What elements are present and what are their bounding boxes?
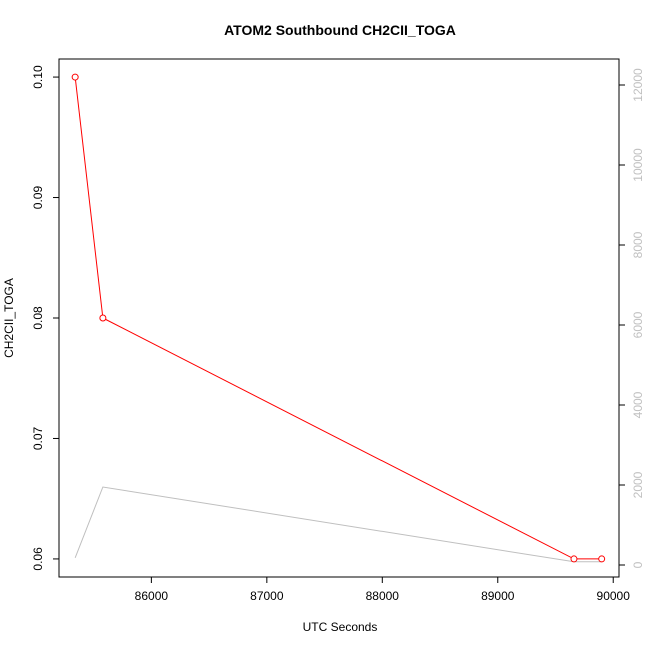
y2-tick-label: 10000 <box>631 148 645 182</box>
y2-tick-label: 8000 <box>631 231 645 258</box>
y2-tick-label: 6000 <box>631 311 645 338</box>
y-tick-label: 0.07 <box>31 426 45 450</box>
y-tick-label: 0.08 <box>31 306 45 330</box>
data-point <box>570 555 578 563</box>
chart-title: ATOM2 Southbound CH2CII_TOGA <box>224 22 456 38</box>
y-tick-label: 0.10 <box>31 65 45 89</box>
y-axis-label: CH2CII_TOGA <box>2 278 16 358</box>
x-axis: 86000 87000 88000 89000 90000 <box>135 577 631 603</box>
x-tick-label: 86000 <box>135 589 169 603</box>
y2-tick-label: 2000 <box>631 471 645 498</box>
y-axis-right: 0 2000 4000 6000 8000 10000 12000 <box>619 68 645 568</box>
data-point <box>71 73 79 81</box>
series-line-right-axis <box>74 486 602 563</box>
x-axis-label: UTC Seconds <box>303 620 378 634</box>
x-tick-label: 87000 <box>250 589 284 603</box>
x-tick-label: 88000 <box>366 589 400 603</box>
y-tick-label: 0.09 <box>31 186 45 210</box>
y2-tick-label: 12000 <box>631 68 645 102</box>
data-point <box>598 555 606 563</box>
y2-tick-label: 0 <box>631 561 645 568</box>
y-axis-left: 0.06 0.07 0.08 0.09 0.10 <box>31 65 59 571</box>
y2-tick-label: 4000 <box>631 391 645 418</box>
y-tick-label: 0.06 <box>31 547 45 571</box>
data-point <box>99 314 107 322</box>
series-line <box>74 77 602 560</box>
x-tick-label: 90000 <box>597 589 631 603</box>
series-layer <box>71 73 606 563</box>
x-tick-label: 89000 <box>481 589 515 603</box>
